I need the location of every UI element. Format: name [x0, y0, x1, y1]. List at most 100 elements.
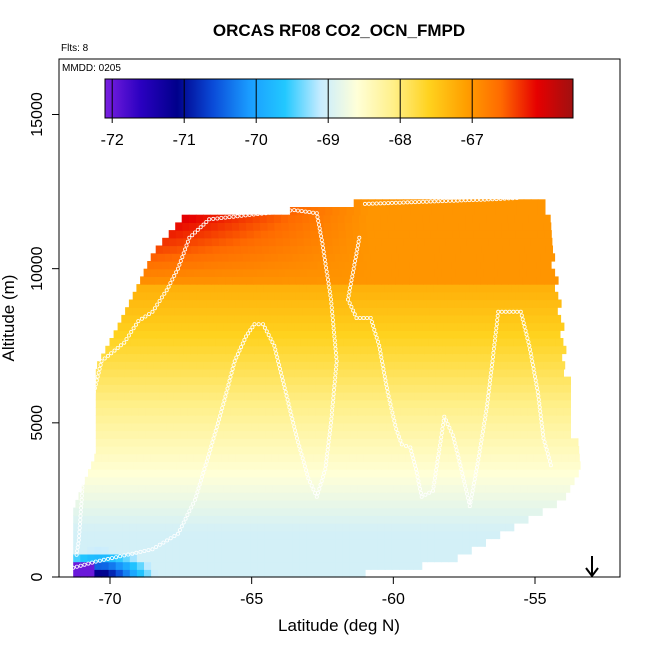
heatmap-cell	[554, 453, 563, 462]
heatmap-cell	[382, 207, 390, 216]
heatmap-cell	[338, 261, 347, 270]
heatmap-cell	[165, 553, 173, 563]
track-point	[330, 318, 335, 323]
heatmap-cell	[505, 507, 513, 516]
heatmap-cell	[196, 261, 205, 270]
heatmap-cell	[478, 446, 486, 455]
heatmap-cell	[152, 399, 161, 408]
track-point	[328, 428, 333, 433]
heatmap-cell	[211, 461, 220, 470]
heatmap-cell	[349, 453, 357, 462]
heatmap-cell	[427, 453, 435, 462]
heatmap-cell	[160, 361, 169, 370]
track-point	[435, 455, 440, 460]
heatmap-cell	[394, 214, 402, 223]
track-point	[208, 447, 213, 452]
track-point	[474, 469, 479, 474]
heatmap-cell	[80, 546, 88, 555]
track-point	[374, 201, 379, 206]
heatmap-cell	[143, 353, 152, 362]
heatmap-cell	[310, 461, 319, 470]
heatmap-cell	[441, 523, 450, 532]
heatmap-cell	[315, 322, 324, 331]
heatmap-cell	[556, 407, 564, 416]
heatmap-cell	[440, 299, 449, 308]
heatmap-cell	[448, 515, 457, 524]
heatmap-cell	[558, 345, 567, 355]
heatmap-cell	[371, 338, 380, 347]
heatmap-cell	[492, 430, 501, 439]
track-point	[134, 550, 139, 555]
heatmap-cell	[235, 253, 244, 262]
heatmap-cell	[173, 430, 182, 439]
heatmap-cell	[563, 438, 571, 447]
heatmap-cell	[549, 446, 557, 455]
heatmap-cell	[173, 392, 182, 401]
heatmap-cell	[231, 291, 240, 301]
track-point	[131, 326, 136, 331]
heatmap-cell	[455, 284, 463, 293]
heatmap-cell	[452, 237, 461, 247]
heatmap-cell	[319, 314, 328, 324]
heatmap-cell	[373, 276, 382, 285]
heatmap-cell	[264, 530, 273, 540]
heatmap-cell	[513, 338, 521, 347]
heatmap-cell	[199, 314, 207, 324]
heatmap-cell	[397, 314, 406, 324]
heatmap-cell	[117, 368, 125, 378]
heatmap-cell	[186, 453, 194, 462]
heatmap-cell	[332, 476, 341, 486]
heatmap-cell	[187, 415, 196, 424]
heatmap-cell	[357, 376, 366, 385]
heatmap-cell	[435, 399, 444, 408]
heatmap-cell	[185, 299, 194, 308]
heatmap-cell	[318, 476, 327, 486]
heatmap-cell	[358, 322, 367, 331]
heatmap-cell	[102, 422, 111, 432]
heatmap-cell	[504, 284, 513, 293]
heatmap-cell	[224, 291, 233, 301]
track-point	[71, 565, 76, 570]
heatmap-cell	[245, 499, 254, 509]
heatmap-cell	[138, 392, 146, 401]
heatmap-cell	[507, 322, 515, 331]
heatmap-cell	[124, 446, 132, 455]
track-point	[392, 418, 397, 423]
heatmap-cell	[162, 476, 171, 486]
heatmap-cell	[218, 237, 227, 247]
heatmap-cell	[378, 338, 387, 347]
heatmap-cell	[186, 530, 195, 540]
heatmap-cell	[272, 407, 281, 416]
heatmap-cell	[548, 469, 557, 478]
heatmap-cell	[295, 214, 303, 223]
track-point	[511, 309, 516, 314]
heatmap-cell	[276, 245, 284, 254]
heatmap-cell	[380, 222, 389, 231]
heatmap-cell	[520, 384, 529, 393]
heatmap-cell	[260, 261, 269, 270]
heatmap-cell	[236, 538, 244, 547]
heatmap-cell	[158, 530, 166, 540]
heatmap-cell	[478, 322, 487, 331]
heatmap-cell	[450, 307, 459, 316]
heatmap-cell	[294, 322, 303, 331]
heatmap-cell	[556, 368, 564, 378]
track-point	[355, 243, 360, 248]
track-point	[346, 293, 351, 298]
track-point	[192, 230, 197, 235]
heatmap-cell	[377, 530, 386, 540]
heatmap-cell	[362, 299, 371, 308]
heatmap-cell	[131, 415, 139, 424]
heatmap-cell	[464, 407, 472, 416]
track-point	[267, 210, 272, 215]
heatmap-cell	[370, 546, 379, 555]
heatmap-cell	[152, 415, 161, 424]
heatmap-cell	[542, 376, 550, 385]
heatmap-cell	[159, 484, 168, 493]
heatmap-cell	[131, 368, 139, 378]
heatmap-cell	[430, 291, 438, 301]
heatmap-cell	[344, 214, 353, 223]
track-point	[314, 494, 319, 499]
heatmap-cell	[476, 253, 485, 262]
heatmap-cell	[412, 353, 421, 362]
